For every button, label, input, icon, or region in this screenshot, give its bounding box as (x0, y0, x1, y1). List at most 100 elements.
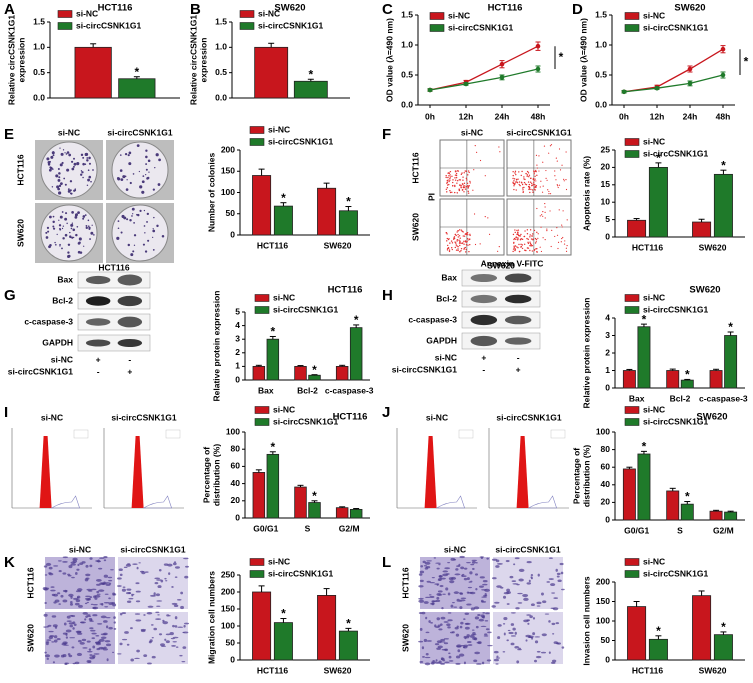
cell (46, 657, 50, 660)
event (546, 179, 548, 181)
bar (680, 503, 694, 521)
cell (53, 565, 59, 567)
event (523, 235, 526, 238)
cell (424, 656, 431, 659)
cell (68, 565, 73, 569)
series-line (429, 45, 539, 91)
event (545, 177, 547, 179)
cell (429, 582, 435, 584)
cell (172, 624, 175, 628)
y-tick-label: 0.5 (401, 69, 413, 79)
colony (69, 231, 71, 234)
legend-label: si-NC (273, 404, 295, 414)
y-tick-label: 0 (605, 654, 610, 664)
event (454, 191, 456, 194)
cell (155, 593, 161, 597)
event (452, 184, 454, 187)
cell (454, 573, 461, 576)
chart-title: HCT116 (488, 3, 523, 14)
cell (72, 597, 79, 600)
event (459, 237, 461, 239)
event (522, 189, 524, 191)
legend-swatch (624, 418, 640, 426)
cell (78, 604, 83, 608)
y-axis-label: Percentage of (571, 448, 581, 504)
cell (447, 561, 451, 564)
x-tick-label: 24h (495, 111, 510, 121)
bar (266, 453, 280, 519)
bar (637, 326, 651, 389)
legend-swatch (624, 150, 640, 158)
colony (47, 163, 51, 166)
cell (481, 616, 485, 619)
lane-label: si-NC (51, 354, 73, 364)
cell (117, 653, 122, 655)
colony (147, 239, 150, 242)
cell (443, 642, 449, 645)
band-label: Bcl-2 (52, 295, 73, 305)
cell (96, 583, 101, 586)
error-bar (255, 364, 262, 367)
colony (71, 167, 75, 171)
cell (442, 570, 449, 573)
event (561, 226, 563, 228)
event (528, 186, 531, 189)
event (531, 235, 533, 237)
cell (140, 570, 145, 573)
lane-sign: - (97, 366, 100, 376)
event (541, 214, 543, 216)
error-bar (297, 365, 304, 367)
x-tick-label: 0h (425, 111, 435, 121)
panel-letter: A (4, 1, 15, 18)
x-tick-label: SW620 (324, 665, 352, 675)
event (551, 229, 553, 231)
event (455, 242, 457, 244)
cell (107, 576, 113, 579)
well-image (116, 557, 189, 610)
event (527, 172, 530, 174)
y-tick-label: 50 (226, 208, 236, 218)
event (557, 186, 559, 189)
event (515, 236, 517, 238)
row-label: HCT116 (400, 567, 410, 598)
event (447, 246, 450, 249)
y-tick-label: 60 (231, 461, 241, 471)
cell (463, 644, 469, 647)
colony (69, 180, 73, 183)
colony (62, 149, 65, 151)
event (532, 178, 535, 180)
event (554, 170, 556, 172)
event (446, 240, 448, 242)
cell (74, 661, 80, 665)
cell (447, 619, 453, 622)
cell (70, 601, 73, 604)
cell (433, 557, 437, 559)
event (557, 185, 559, 187)
cell (53, 635, 58, 639)
cell (72, 559, 78, 563)
y-tick-label: 100 (226, 426, 240, 436)
colony (87, 219, 90, 222)
colony (70, 160, 74, 163)
event (564, 240, 566, 242)
cell (86, 614, 91, 616)
column-label: si-NC (444, 544, 466, 554)
error-bar (280, 618, 287, 623)
error-bar (727, 510, 734, 513)
event (534, 178, 536, 180)
event (459, 229, 461, 231)
event (454, 246, 457, 249)
cell (555, 622, 560, 625)
chart-title: SW620 (674, 3, 705, 14)
cell (460, 621, 464, 625)
colony (60, 182, 63, 186)
event (474, 145, 476, 147)
event (548, 190, 550, 193)
error-bar (633, 601, 640, 607)
event (446, 233, 448, 235)
colony (58, 224, 62, 227)
bar (317, 187, 337, 236)
colony (61, 247, 63, 250)
cell (517, 592, 523, 595)
cell (546, 581, 550, 583)
